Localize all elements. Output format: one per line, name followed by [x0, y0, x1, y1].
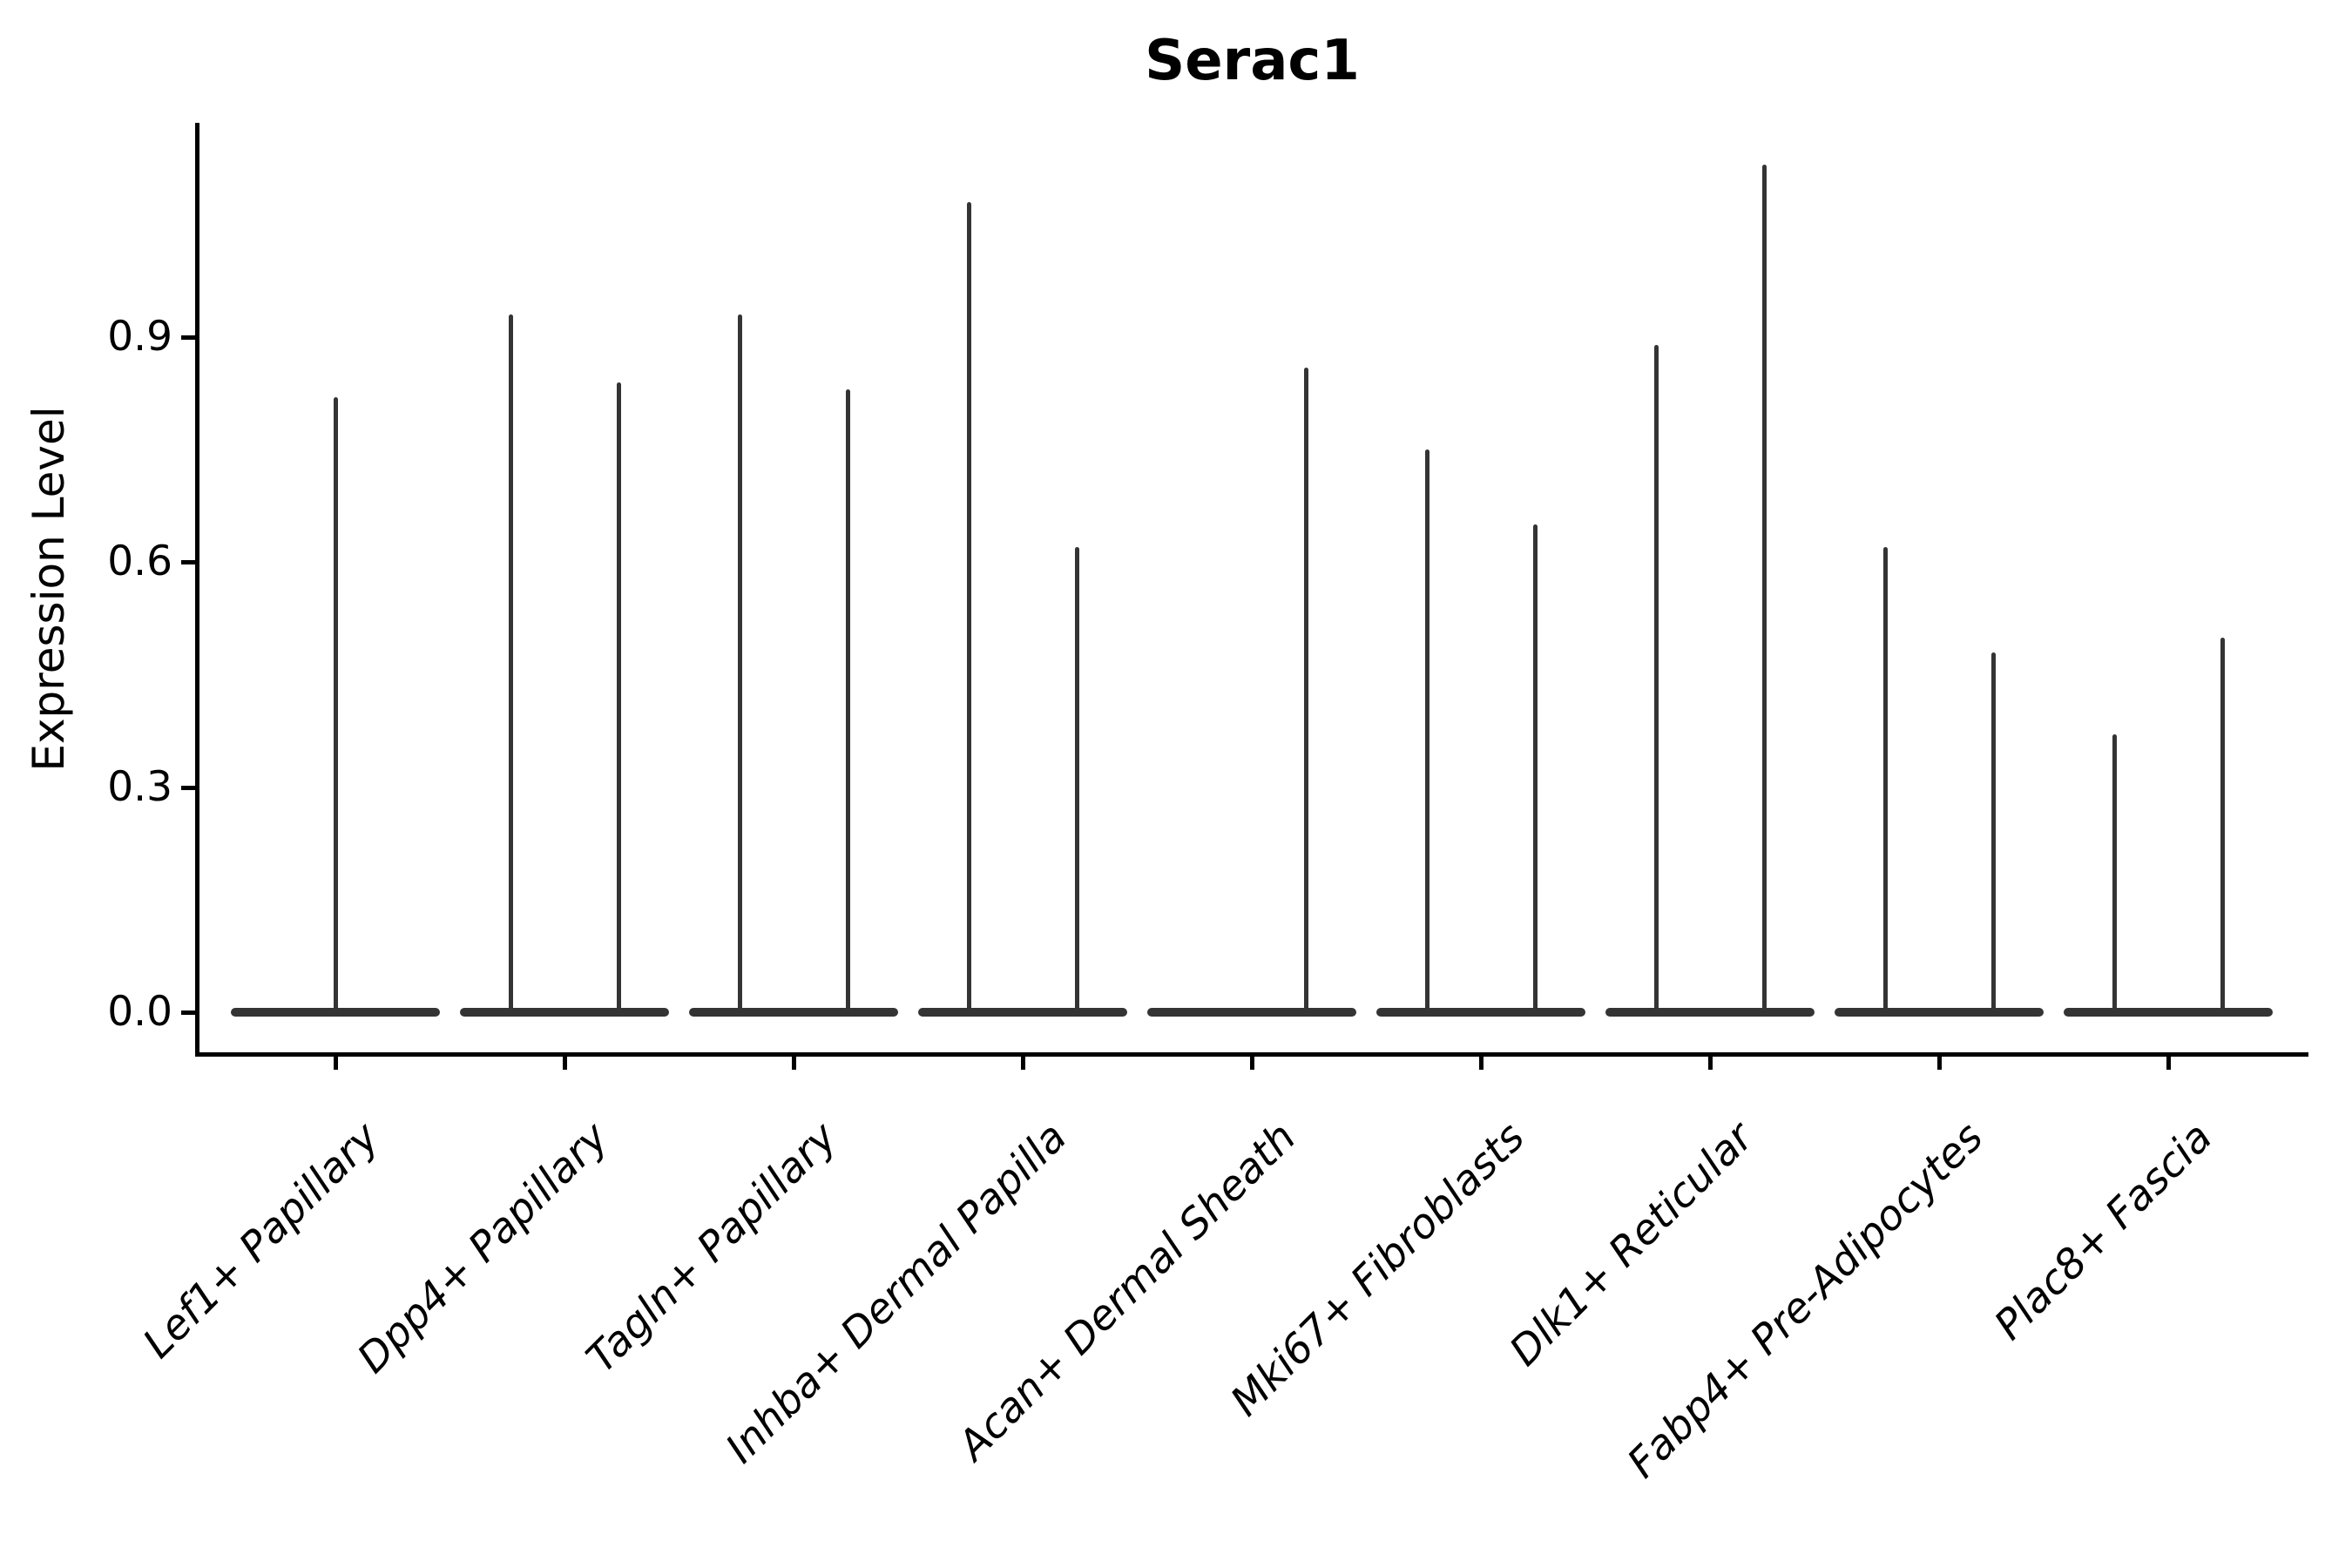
y-tick-label: 0.0	[107, 988, 172, 1036]
y-tick	[181, 560, 195, 565]
violin-needle	[1075, 547, 1079, 1012]
violin-needle	[2220, 637, 2225, 1012]
x-tick	[792, 1056, 796, 1070]
x-axis-spine	[195, 1052, 2308, 1057]
chart-title: Serac1	[1145, 29, 1360, 93]
x-tick-label: Dlk1+ Reticular	[1500, 1113, 1763, 1375]
violin-needle	[1304, 367, 1308, 1012]
x-tick	[1708, 1056, 1713, 1070]
y-axis-title: Expression Level	[24, 405, 74, 772]
violin-needle	[1425, 449, 1429, 1012]
x-tick-label: Plac8+ Fascia	[1984, 1113, 2221, 1350]
x-tick	[334, 1056, 338, 1070]
violin-needle	[1654, 344, 1659, 1012]
y-tick-label: 0.9	[107, 313, 172, 362]
x-tick	[1021, 1056, 1025, 1070]
violin-base	[1835, 1008, 2044, 1017]
violin-needle	[738, 314, 742, 1012]
x-tick	[1479, 1056, 1484, 1070]
violin-base	[918, 1008, 1127, 1017]
violin-base	[2064, 1008, 2273, 1017]
y-tick	[181, 785, 195, 790]
violin-base	[231, 1008, 440, 1017]
violin-base	[689, 1008, 898, 1017]
violin-needle	[846, 389, 850, 1012]
x-tick	[1937, 1056, 1942, 1070]
violin-needle	[1762, 165, 1767, 1012]
violin-needle	[1883, 547, 1888, 1012]
violin-needle	[334, 396, 338, 1012]
x-tick	[1250, 1056, 1254, 1070]
violin-base	[1605, 1008, 1815, 1017]
violin-base	[1147, 1008, 1356, 1017]
y-tick-label: 0.6	[107, 537, 172, 586]
violin-needle	[509, 314, 513, 1012]
violin-needle	[2112, 734, 2117, 1012]
x-tick-label: Lef1+ Papillary	[133, 1113, 389, 1369]
y-axis-spine	[195, 123, 199, 1057]
violin-needle	[1991, 652, 1996, 1012]
x-tick	[563, 1056, 567, 1070]
y-tick-label: 0.3	[107, 762, 172, 811]
x-tick-label: Tagln+ Papillary	[578, 1113, 847, 1382]
y-tick	[181, 1010, 195, 1015]
violin-needle	[617, 382, 621, 1012]
y-tick	[181, 335, 195, 341]
x-tick	[2166, 1056, 2171, 1070]
violin-needle	[1533, 524, 1538, 1012]
violin-base	[460, 1008, 669, 1017]
violin-base	[1376, 1008, 1585, 1017]
violin-needle	[967, 202, 971, 1012]
x-tick-label: Dpp4+ Papillary	[348, 1113, 618, 1383]
